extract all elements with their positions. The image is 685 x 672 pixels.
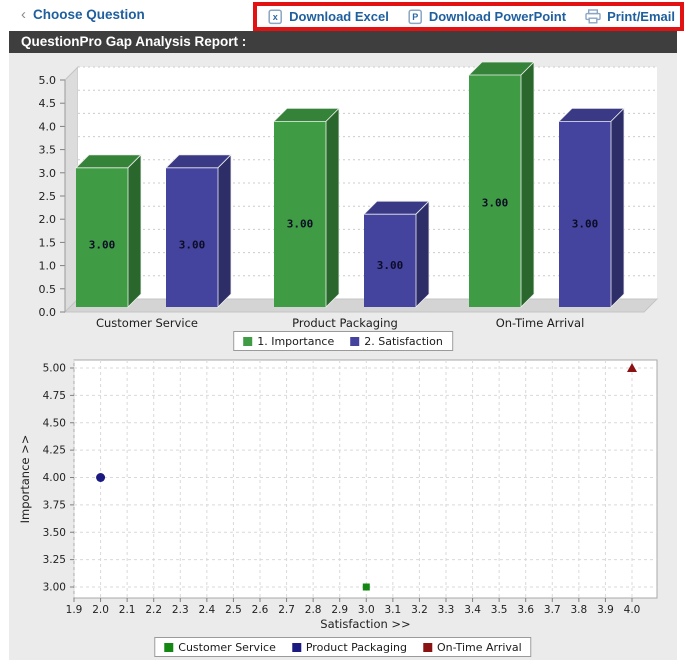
svg-text:4.00: 4.00	[43, 472, 66, 484]
svg-text:4.25: 4.25	[43, 445, 66, 457]
svg-text:3.00: 3.00	[43, 582, 66, 594]
download-powerpoint-link[interactable]: P Download PowerPoint	[408, 8, 567, 25]
legend-label: On-Time Arrival	[436, 640, 522, 654]
svg-text:3.00: 3.00	[572, 217, 599, 230]
svg-text:3.00: 3.00	[482, 197, 509, 210]
charts-panel: 0.0 0.5 1.0 1.5 2.0 2.5 3.0 3.5 4.0 4.5 5.0 3.00 3.0…	[9, 53, 677, 660]
svg-text:2.8: 2.8	[305, 604, 322, 616]
download-excel-link[interactable]: x Download Excel	[268, 8, 389, 25]
svg-text:3.4: 3.4	[464, 604, 481, 616]
legend-swatch	[243, 336, 253, 346]
toolbar: ‹ Choose Question x Download Excel P	[0, 0, 685, 31]
download-powerpoint-label: Download PowerPoint	[428, 9, 567, 24]
svg-text:2.2: 2.2	[145, 604, 162, 616]
svg-text:3.5: 3.5	[491, 604, 508, 616]
svg-text:2.3: 2.3	[172, 604, 189, 616]
svg-text:1.9: 1.9	[66, 604, 83, 616]
print-email-label: Print/Email	[607, 9, 675, 24]
svg-text:Satisfaction >>: Satisfaction >>	[320, 617, 410, 631]
svg-text:2.0: 2.0	[92, 604, 109, 616]
svg-text:3.00: 3.00	[287, 217, 314, 230]
svg-text:x: x	[273, 12, 278, 22]
legend-label: Product Packaging	[305, 640, 407, 654]
legend-label: Customer Service	[178, 640, 276, 654]
svg-text:0.5: 0.5	[39, 283, 57, 296]
svg-text:Importance >>: Importance >>	[18, 435, 32, 524]
gap-scatter-plot: 1.9 2.0 2.1 2.2 2.3 2.4 2.5 2.6 2.7 2.8 2.9 3.0 3.1 3…	[18, 359, 658, 631]
svg-text:2.0: 2.0	[39, 213, 57, 226]
legend-label: 1. Importance	[257, 334, 335, 348]
svg-text:4.0: 4.0	[39, 120, 57, 133]
excel-file-icon: x	[268, 8, 283, 25]
importance-satisfaction-bar-chart: 0.0 0.5 1.0 1.5 2.0 2.5 3.0 3.5 4.0 4.5 5.0 3.00 3.0…	[39, 61, 659, 330]
svg-text:3.2: 3.2	[411, 604, 428, 616]
svg-text:3.0: 3.0	[358, 604, 375, 616]
svg-text:3.3: 3.3	[438, 604, 455, 616]
svg-text:P: P	[412, 12, 418, 22]
svg-text:3.00: 3.00	[179, 238, 206, 251]
svg-text:3.00: 3.00	[89, 238, 116, 251]
svg-text:3.0: 3.0	[39, 167, 57, 180]
svg-text:Customer Service: Customer Service	[96, 316, 198, 330]
print-email-link[interactable]: Print/Email	[585, 9, 675, 24]
svg-text:3.7: 3.7	[544, 604, 561, 616]
svg-text:5.0: 5.0	[39, 74, 57, 87]
legend-item: On-Time Arrival	[422, 640, 522, 654]
svg-text:Product Packaging: Product Packaging	[292, 316, 398, 330]
legend-swatch	[164, 642, 174, 652]
legend-swatch	[422, 642, 432, 652]
legend-label: 2. Satisfaction	[364, 334, 443, 348]
svg-text:3.75: 3.75	[43, 499, 66, 511]
scatter-chart-legend: Customer Service Product Packaging On-Time…	[154, 637, 532, 657]
svg-text:2.1: 2.1	[119, 604, 136, 616]
report-title-bar: QuestionPro Gap Analysis Report :	[9, 31, 677, 53]
legend-item: Product Packaging	[291, 640, 407, 654]
legend-swatch	[291, 642, 301, 652]
download-actions-highlight-box: x Download Excel P Download PowerPoint	[253, 2, 684, 31]
svg-text:4.0: 4.0	[624, 604, 641, 616]
legend-item: Customer Service	[164, 641, 276, 654]
powerpoint-file-icon: P	[408, 8, 423, 25]
choose-question-label: Choose Question	[33, 7, 145, 22]
svg-text:3.9: 3.9	[597, 604, 614, 616]
svg-text:1.5: 1.5	[39, 236, 57, 249]
svg-text:3.6: 3.6	[517, 604, 534, 616]
svg-text:2.7: 2.7	[278, 604, 295, 616]
svg-text:3.8: 3.8	[571, 604, 588, 616]
legend-swatch	[350, 336, 360, 346]
svg-text:2.5: 2.5	[225, 604, 242, 616]
svg-text:1.0: 1.0	[39, 260, 57, 273]
svg-text:2.5: 2.5	[39, 190, 57, 203]
svg-text:3.00: 3.00	[377, 259, 404, 272]
svg-text:2.4: 2.4	[199, 604, 216, 616]
svg-text:On-Time Arrival: On-Time Arrival	[496, 316, 585, 330]
printer-icon	[585, 9, 601, 24]
svg-text:4.75: 4.75	[43, 390, 66, 402]
choose-question-link[interactable]: ‹ Choose Question	[21, 7, 145, 22]
svg-text:3.5: 3.5	[39, 144, 57, 157]
svg-text:2.9: 2.9	[331, 604, 348, 616]
svg-text:3.1: 3.1	[385, 604, 402, 616]
chevron-left-icon: ‹	[21, 6, 26, 23]
svg-text:2.6: 2.6	[252, 604, 269, 616]
svg-text:0.0: 0.0	[39, 306, 57, 319]
svg-text:5.00: 5.00	[43, 363, 66, 375]
download-excel-label: Download Excel	[289, 9, 389, 24]
svg-text:4.50: 4.50	[43, 417, 66, 429]
legend-item: 1. Importance	[243, 335, 334, 348]
svg-text:4.5: 4.5	[39, 97, 57, 110]
legend-item: 2. Satisfaction	[350, 335, 443, 348]
report-title: QuestionPro Gap Analysis Report :	[21, 34, 247, 49]
svg-text:3.25: 3.25	[43, 554, 66, 566]
bar-chart-legend: 1. Importance 2. Satisfaction	[233, 331, 453, 351]
svg-text:3.50: 3.50	[43, 527, 66, 539]
